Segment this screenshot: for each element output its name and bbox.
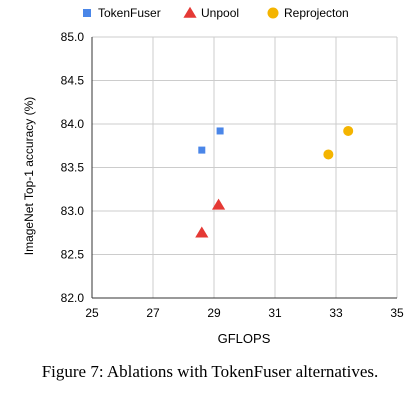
- y-tick-label: 84.0: [61, 117, 85, 131]
- figure-caption: Figure 7: Ablations with TokenFuser alte…: [41, 362, 379, 381]
- x-tick-label: 25: [85, 306, 99, 320]
- reprojecton-point: [323, 149, 334, 160]
- x-tick-label: 31: [268, 306, 282, 320]
- x-tick-label: 27: [146, 306, 160, 320]
- legend-label-tokenfuser: TokenFuser: [98, 6, 161, 20]
- x-tick-label: 29: [207, 306, 221, 320]
- axes: [91, 37, 397, 299]
- y-tick-label: 84.5: [61, 74, 85, 88]
- x-axis-title: GFLOPS: [218, 331, 271, 346]
- y-axis-title: ImageNet Top-1 accuracy (%): [22, 97, 36, 256]
- y-tick-label: 85.0: [61, 30, 85, 44]
- x-tick-label: 35: [390, 306, 404, 320]
- legend-label-reprojecton: Reprojecton: [284, 6, 349, 20]
- y-tick-label: 83.0: [61, 204, 85, 218]
- tokenfuser-point: [198, 146, 206, 154]
- unpool-point: [211, 198, 226, 210]
- gridlines: [91, 36, 398, 299]
- legend-marker-tokenfuser: [83, 9, 91, 17]
- unpool-point: [195, 226, 209, 238]
- reprojecton-point: [343, 125, 354, 136]
- y-tick-label: 82.0: [61, 291, 85, 305]
- legend: TokenFuser Unpool Reprojecton: [83, 6, 349, 20]
- data-points: [195, 125, 354, 238]
- x-tick-label: 33: [329, 306, 343, 320]
- y-tick-label: 83.5: [61, 161, 85, 175]
- tokenfuser-point: [216, 127, 224, 135]
- legend-marker-unpool: [183, 6, 197, 18]
- tick-labels: 25 27 29 31 33 35 82.0 82.5 83.0 83.5 84.0 84.5 85.0: [61, 30, 404, 320]
- legend-label-unpool: Unpool: [201, 6, 239, 20]
- y-tick-label: 82.5: [61, 248, 85, 262]
- legend-marker-reprojecton: [267, 7, 279, 19]
- scatter-plot: 25 27 29 31 33 35 82.0 82.5 83.0 83.5 84.0 84.5 85.0…: [22, 6, 404, 346]
